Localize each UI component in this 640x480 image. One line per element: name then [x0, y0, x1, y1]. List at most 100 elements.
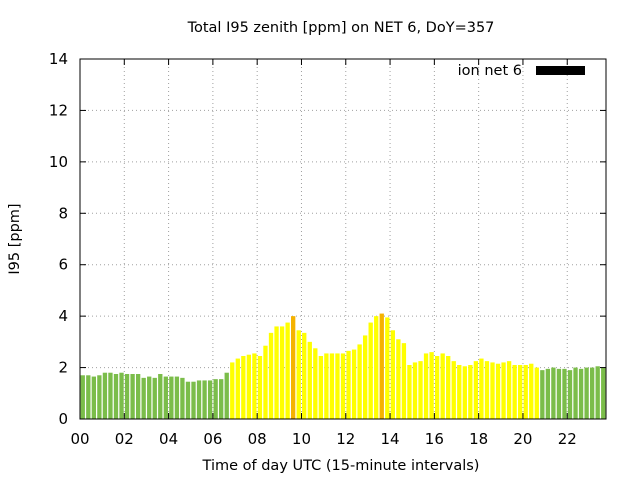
bar	[374, 316, 379, 419]
grid-lines	[80, 59, 606, 419]
bar	[335, 353, 340, 419]
bar	[329, 353, 335, 419]
bar	[285, 322, 290, 419]
x-tick-label: 08	[248, 430, 267, 448]
bar	[590, 367, 595, 419]
bar	[291, 316, 296, 419]
bar	[551, 367, 556, 419]
y-tick-label: 14	[49, 50, 68, 68]
bar	[102, 372, 108, 419]
bar	[263, 345, 268, 419]
bar	[241, 356, 246, 419]
bar	[296, 330, 301, 419]
bar	[595, 366, 600, 419]
bar	[191, 381, 196, 419]
bar	[141, 377, 146, 419]
bar	[158, 374, 163, 419]
bar	[174, 376, 180, 419]
y-tick-label: 2	[58, 359, 68, 377]
bar	[601, 367, 606, 419]
bar	[495, 363, 501, 419]
legend: ion net 6	[458, 63, 585, 79]
bar	[573, 367, 578, 419]
x-tick-label: 06	[203, 430, 222, 448]
bar	[207, 380, 213, 419]
bar	[368, 322, 373, 419]
bar	[346, 350, 351, 419]
bar	[135, 374, 141, 419]
bar	[578, 368, 584, 419]
y-tick-label: 8	[58, 204, 68, 222]
bar	[185, 381, 191, 419]
bar	[119, 372, 124, 419]
bar	[130, 374, 135, 419]
bar	[418, 361, 423, 419]
bar	[518, 365, 523, 419]
bar	[80, 375, 85, 419]
x-tick-label: 22	[558, 430, 577, 448]
x-tick-label: 16	[425, 430, 444, 448]
bar	[124, 374, 130, 419]
bar	[340, 353, 346, 419]
bar	[556, 368, 562, 419]
bar	[429, 352, 434, 419]
x-tick-label: 20	[513, 430, 532, 448]
bar	[235, 358, 240, 419]
bar	[523, 365, 528, 419]
bar	[268, 332, 274, 419]
bar	[512, 365, 517, 419]
bar	[385, 317, 390, 419]
bar	[468, 365, 473, 419]
bar	[479, 358, 484, 419]
bar	[147, 376, 152, 419]
bar	[97, 375, 102, 419]
bar	[501, 362, 506, 419]
bar	[163, 376, 168, 419]
bar	[213, 379, 218, 419]
bar	[484, 361, 490, 419]
bar	[257, 356, 263, 419]
y-tick-label: 12	[49, 101, 68, 119]
bar	[180, 377, 185, 419]
bar	[506, 361, 512, 419]
bar	[396, 339, 401, 419]
bar	[113, 374, 119, 419]
x-axis-label: Time of day UTC (15-minute intervals)	[202, 458, 480, 474]
legend-swatch	[536, 66, 585, 75]
bar	[440, 353, 445, 419]
bar	[401, 343, 407, 419]
bar	[407, 365, 412, 419]
bar	[357, 344, 362, 419]
bar	[434, 356, 440, 419]
chart-title: Total I95 zenith [ppm] on NET 6, DoY=357	[187, 20, 495, 36]
x-tick-label: 02	[115, 430, 134, 448]
bar	[451, 361, 456, 419]
bar	[302, 332, 307, 419]
y-tick-label: 6	[58, 256, 68, 274]
x-tick-label: 14	[381, 430, 400, 448]
bar	[351, 349, 357, 419]
bar	[324, 353, 329, 419]
x-tick-label: 18	[469, 430, 488, 448]
bar	[473, 361, 479, 419]
bar	[86, 375, 91, 419]
x-tick-label: 04	[159, 430, 178, 448]
bar	[545, 368, 551, 419]
bar	[279, 326, 285, 419]
bar	[567, 370, 573, 419]
x-tick-label: 00	[70, 430, 89, 448]
bar	[584, 367, 589, 419]
bar	[379, 313, 384, 419]
x-tick-label: 10	[292, 430, 311, 448]
bar	[196, 380, 202, 419]
y-tick-label: 10	[49, 153, 68, 171]
bar	[246, 354, 252, 419]
bar	[540, 370, 545, 419]
bar	[562, 368, 567, 419]
bar	[91, 376, 96, 419]
bar	[307, 341, 312, 419]
bar	[423, 353, 429, 419]
bar	[252, 353, 257, 419]
y-axis-label: I95 [ppm]	[7, 203, 23, 274]
